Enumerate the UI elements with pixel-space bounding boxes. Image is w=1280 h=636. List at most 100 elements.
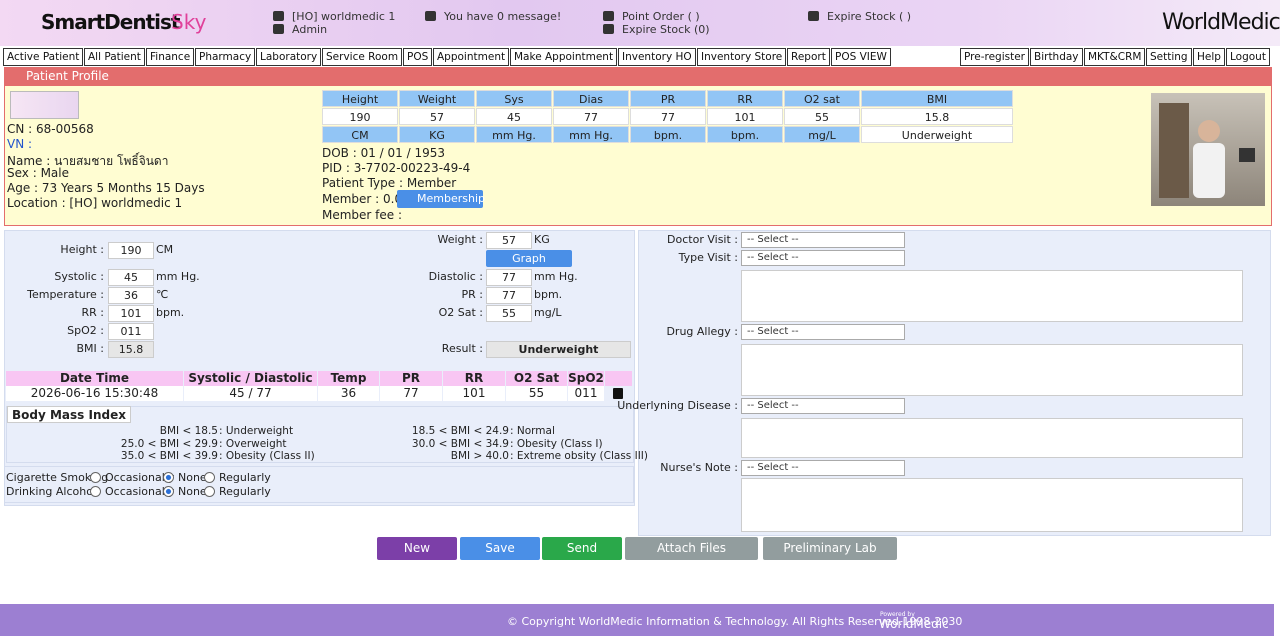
nav-button[interactable]: Logout (1226, 48, 1270, 66)
radio-label: None (178, 471, 207, 484)
nav-button[interactable]: Appointment (433, 48, 510, 66)
patient-info: VN : (7, 136, 33, 151)
field-unit: ℃ (156, 288, 169, 301)
field-input: 77 (486, 287, 532, 304)
vitals-cell: 57 (399, 108, 475, 125)
patient-detail: PID : 3-7702-00223-49-4 (322, 161, 471, 175)
vitals-cell: 101 (707, 108, 783, 125)
icon (425, 11, 436, 21)
nav-button[interactable]: Service Room (322, 48, 403, 66)
nav-button[interactable]: Finance (146, 48, 195, 66)
vitals-cell: Underweight (861, 126, 1013, 143)
select[interactable]: -- Select -- (741, 324, 905, 340)
field-label: Weight : (437, 233, 483, 246)
graph-button[interactable]: Graph (486, 250, 572, 267)
vitals-cell: Weight (399, 90, 475, 107)
delete-icon[interactable] (613, 388, 623, 399)
textarea[interactable] (741, 478, 1243, 532)
field-input: 011 (108, 323, 154, 340)
textarea[interactable] (741, 270, 1243, 322)
bmi-text: : Extreme obsity (Class III) (510, 450, 649, 462)
vitals-cell: 77 (630, 108, 706, 125)
vitals-cell: 77 (553, 108, 629, 125)
radio-label: Occasionally (105, 485, 175, 498)
branch: [HO] worldmedic 1 (292, 10, 396, 23)
patient-info: CN : 68-00568 (7, 122, 94, 136)
vitals-cell: Sys (476, 90, 552, 107)
textarea[interactable] (741, 418, 1243, 458)
vitals-cell: 190 (322, 108, 398, 125)
history-cell: 011 (568, 386, 604, 401)
field-label: Systolic : (54, 270, 104, 283)
field-input: 36 (108, 287, 154, 304)
nav-button[interactable]: Setting (1146, 48, 1192, 66)
nav-button[interactable]: Pre-register (960, 48, 1029, 66)
action-button[interactable]: Attach Files (625, 537, 758, 560)
field-label: RR : (81, 306, 105, 319)
select[interactable]: -- Select -- (741, 250, 905, 266)
nav-button[interactable]: POS (403, 48, 433, 66)
bmi-range: 35.0 < BMI < 39.9 (120, 450, 218, 462)
bmi-text: : Obesity (Class I) (510, 437, 603, 450)
nav-button[interactable]: All Patient (84, 48, 145, 66)
nav-button[interactable]: Pharmacy (195, 48, 256, 66)
select[interactable]: -- Select -- (741, 460, 905, 476)
nav-button[interactable]: Report (787, 48, 830, 66)
radio[interactable] (163, 472, 174, 483)
vitals-cell: bpm. (630, 126, 706, 143)
icon (273, 11, 284, 21)
bmi-text: : Underweight (219, 425, 294, 437)
patient-detail: DOB : 01 / 01 / 1953 (322, 146, 446, 160)
action-button[interactable]: New (377, 537, 457, 560)
radio[interactable] (204, 486, 215, 497)
bmi-range: BMI < 18.5 (159, 425, 218, 437)
field-input: 55 (486, 305, 532, 322)
brand-suffix: Sky (171, 10, 207, 34)
patient-info: Age : 73 Years 5 Months 15 Days (7, 181, 205, 196)
radio[interactable] (90, 472, 101, 483)
history-header: Systolic / Diastolic (184, 371, 317, 386)
action-button[interactable]: Preliminary Lab (763, 537, 897, 560)
field-label: Doctor Visit : (667, 233, 738, 246)
icon (808, 11, 819, 21)
radio[interactable] (204, 472, 215, 483)
member-fee: Member fee : (322, 208, 403, 222)
nav-button[interactable]: MKT&CRM (1084, 48, 1146, 66)
field-label: BMI : (76, 342, 104, 355)
nav-button[interactable]: Birthday (1030, 48, 1083, 66)
vitals-cell: RR (707, 90, 783, 107)
history-header: Temp (318, 371, 379, 386)
select[interactable]: -- Select -- (741, 398, 905, 414)
radio-label: None (178, 485, 207, 498)
nav-button[interactable]: Inventory Store (697, 48, 787, 66)
vitals-cell: mm Hg. (553, 126, 629, 143)
copyright: © Copyright WorldMedic Information & Tec… (507, 615, 963, 628)
field-input: 190 (108, 242, 154, 259)
message: You have 0 message! (444, 10, 562, 23)
vitals-cell: 45 (476, 108, 552, 125)
textarea[interactable] (741, 344, 1243, 396)
action-button[interactable]: Save (460, 537, 540, 560)
nav-button[interactable]: Active Patient (3, 48, 84, 66)
field-input: 15.8 (108, 341, 154, 358)
nav-button[interactable]: Inventory HO (618, 48, 696, 66)
bmi-text: : Overweight (219, 437, 287, 450)
vitals-cell: Height (322, 90, 398, 107)
field-label: Result : (441, 342, 483, 355)
radio[interactable] (90, 486, 101, 497)
vitals-cell: 15.8 (861, 108, 1013, 125)
nav-button[interactable]: Help (1193, 48, 1225, 66)
nav-button[interactable]: POS VIEW (831, 48, 891, 66)
action-button[interactable]: Send (542, 537, 622, 560)
radio[interactable] (163, 486, 174, 497)
select[interactable]: -- Select -- (741, 232, 905, 248)
avatar-card (10, 91, 79, 119)
membership-button[interactable]: Membership (397, 190, 485, 208)
history-header: SpO2 (568, 371, 604, 386)
vitals-cell: bpm. (707, 126, 783, 143)
nav-button[interactable]: Make Appointment (510, 48, 618, 66)
point-order: Point Order ( ) (622, 10, 700, 23)
nav-button[interactable]: Laboratory (256, 48, 322, 66)
field-label: Temperature : (27, 288, 104, 301)
field-unit: CM (156, 243, 174, 256)
